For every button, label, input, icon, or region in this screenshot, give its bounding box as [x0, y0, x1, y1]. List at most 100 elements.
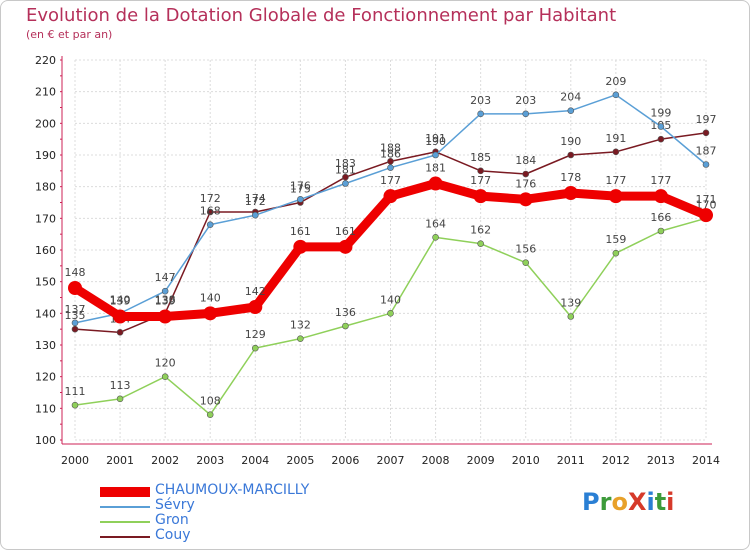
data-label: 140 [380, 293, 401, 306]
data-point [567, 151, 575, 159]
data-label: 129 [245, 328, 266, 341]
y-tick-label: 130 [35, 339, 56, 352]
x-tick-label: 2008 [422, 454, 450, 467]
legend-label: Couy [155, 527, 191, 543]
data-label: 177 [470, 174, 491, 187]
data-point [473, 189, 488, 204]
data-label: 148 [65, 266, 86, 279]
data-label: 120 [155, 357, 176, 370]
data-label: 197 [696, 113, 717, 126]
y-tick-label: 160 [35, 244, 56, 257]
y-tick-label: 220 [35, 54, 56, 67]
data-label: 171 [696, 193, 717, 206]
x-tick-label: 2004 [241, 454, 269, 467]
data-label: 177 [605, 174, 626, 187]
x-tick-label: 2010 [512, 454, 540, 467]
y-tick-label: 180 [35, 181, 56, 194]
y-tick-label: 100 [35, 434, 56, 447]
data-point [563, 186, 578, 200]
x-tick-label: 2012 [602, 454, 630, 467]
data-point [387, 310, 394, 317]
data-label: 186 [380, 148, 401, 161]
data-label: 190 [425, 135, 446, 148]
data-point [653, 189, 668, 204]
data-point [297, 335, 304, 342]
legend-label: CHAUMOUX-MARCILLY [155, 482, 310, 498]
chart-title: Evolution de la Dotation Globale de Fonc… [26, 5, 617, 26]
data-point [428, 176, 443, 191]
x-tick-label: 2007 [377, 454, 405, 467]
x-tick-label: 2009 [467, 454, 495, 467]
data-label: 140 [110, 293, 131, 306]
logo-letter: o [611, 488, 628, 516]
proxiti-logo: ProXiti [582, 488, 674, 516]
data-label: 175 [290, 183, 311, 196]
data-point [71, 319, 79, 327]
data-label: 188 [380, 141, 401, 154]
data-label: 204 [560, 91, 581, 104]
data-point [206, 208, 214, 216]
data-point [612, 91, 620, 99]
y-tick-label: 200 [35, 117, 56, 130]
data-label: 203 [515, 94, 536, 107]
data-point [432, 234, 439, 241]
data-point [113, 309, 128, 324]
data-point [657, 135, 665, 143]
data-label: 172 [245, 195, 266, 208]
data-point [608, 189, 623, 204]
data-point [338, 239, 353, 254]
data-point [477, 167, 484, 175]
data-label: 166 [650, 211, 671, 224]
x-tick-label: 2001 [106, 454, 134, 467]
data-label: 209 [605, 75, 626, 88]
data-point [612, 148, 620, 156]
data-label: 162 [470, 224, 491, 237]
data-label: 185 [470, 151, 491, 164]
logo-letter: X [627, 488, 647, 516]
data-point [116, 329, 124, 336]
data-label: 190 [560, 135, 581, 148]
data-point [522, 259, 530, 266]
data-label: 187 [696, 145, 717, 158]
data-point [161, 373, 169, 380]
data-label: 137 [65, 303, 86, 316]
data-label: 199 [650, 107, 671, 120]
chart-subtitle: (en € et par an) [26, 28, 113, 41]
x-tick-label: 2013 [647, 454, 675, 467]
data-label: 191 [605, 132, 626, 145]
data-label: 138 [155, 293, 176, 306]
data-label: 161 [335, 225, 356, 238]
data-point [297, 196, 304, 203]
y-tick-label: 190 [35, 149, 56, 162]
data-label: 132 [290, 319, 311, 332]
data-label: 159 [605, 233, 626, 246]
data-point [387, 164, 394, 171]
data-label: 136 [335, 306, 356, 319]
x-tick-label: 2014 [692, 454, 720, 467]
data-point [206, 221, 214, 228]
data-label: 172 [200, 192, 221, 205]
data-label: 164 [425, 217, 446, 230]
data-label: 139 [155, 295, 176, 308]
data-point [387, 158, 394, 165]
x-tick-label: 2005 [286, 454, 314, 467]
legend-swatch [100, 521, 150, 523]
data-point [293, 239, 308, 254]
data-point [158, 309, 173, 324]
data-point [477, 240, 484, 247]
legend-swatch [100, 536, 150, 538]
data-point [251, 344, 259, 352]
data-label: 147 [155, 271, 176, 284]
data-point [567, 107, 575, 114]
y-tick-label: 110 [35, 402, 56, 415]
data-label: 177 [650, 174, 671, 187]
data-label: 139 [110, 295, 131, 308]
data-point [518, 192, 533, 207]
data-point [248, 300, 263, 314]
x-tick-label: 2000 [61, 454, 89, 467]
logo-letter: r [599, 488, 612, 516]
data-point [522, 110, 530, 118]
data-label: 181 [425, 162, 446, 175]
